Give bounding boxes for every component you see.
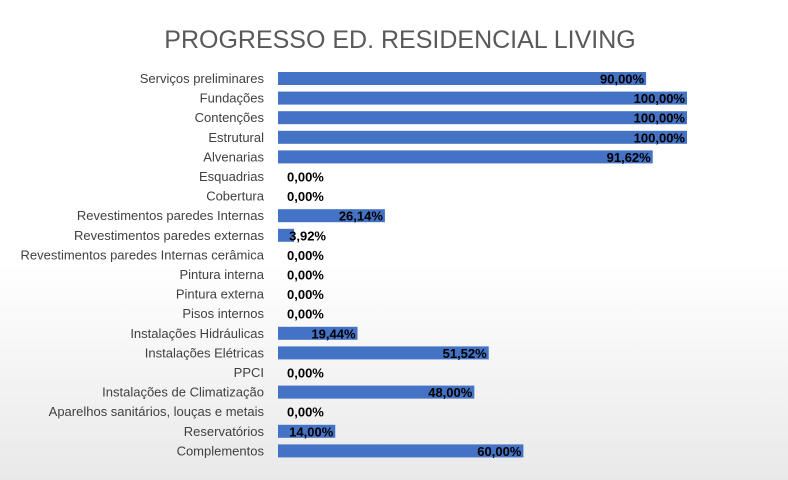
category-labels: Serviços preliminares Fundações Contenções… bbox=[20, 71, 264, 458]
category-label: Complementos bbox=[177, 443, 265, 458]
category-label: Revestimentos paredes externas bbox=[74, 228, 265, 243]
bar bbox=[278, 444, 524, 458]
category-label: Instalações Elétricas bbox=[145, 345, 265, 360]
bar bbox=[278, 72, 647, 85]
category-label: Aparelhos sanitários, louças e metais bbox=[49, 404, 265, 419]
bar bbox=[278, 150, 653, 164]
category-label: Estrutural bbox=[208, 130, 264, 145]
data-label: 0,00% bbox=[287, 405, 324, 420]
data-label: 0,00% bbox=[287, 287, 324, 302]
data-label: 3,92% bbox=[289, 228, 326, 243]
data-label: 0,00% bbox=[287, 170, 324, 185]
category-label: Pisos internos bbox=[182, 306, 264, 321]
category-label: Fundações bbox=[200, 91, 265, 106]
data-label: 0,00% bbox=[287, 268, 324, 283]
bars bbox=[278, 72, 687, 458]
data-label: 100,00% bbox=[634, 111, 686, 126]
bar bbox=[278, 228, 295, 242]
data-label: 14,00% bbox=[289, 424, 334, 439]
bar bbox=[278, 385, 475, 399]
data-label: 0,00% bbox=[287, 248, 324, 263]
bar bbox=[278, 130, 687, 144]
data-label: 90,00% bbox=[600, 72, 645, 87]
data-label: 48,00% bbox=[428, 385, 473, 400]
category-label: Revestimentos paredes Internas cerâmica bbox=[20, 247, 264, 262]
bar bbox=[278, 424, 336, 438]
data-label: 100,00% bbox=[634, 91, 686, 106]
data-label: 26,14% bbox=[339, 209, 384, 224]
category-label: Serviços preliminares bbox=[140, 71, 265, 86]
category-label: Contenções bbox=[195, 110, 265, 125]
bar bbox=[278, 111, 687, 125]
bar bbox=[278, 326, 358, 340]
data-label: 0,00% bbox=[287, 189, 324, 204]
category-label: Pintura externa bbox=[176, 287, 265, 302]
data-label: 60,00% bbox=[477, 444, 522, 459]
data-label: 0,00% bbox=[287, 366, 324, 381]
data-label: 0,00% bbox=[287, 307, 324, 322]
data-label: 51,52% bbox=[443, 346, 488, 361]
data-labels: 90,00% 100,00% 100,00% 100,00% 91,62% 0,00% 0,… bbox=[287, 72, 685, 459]
category-label: Revestimentos paredes Internas bbox=[77, 208, 265, 223]
data-label: 19,44% bbox=[311, 326, 356, 341]
chart-title: PROGRESSO ED. RESIDENCIAL LIVING bbox=[164, 26, 635, 54]
category-label: PPCI bbox=[234, 365, 264, 380]
category-label: Alvenarias bbox=[203, 149, 264, 164]
bar bbox=[278, 209, 385, 223]
bar bbox=[278, 91, 687, 105]
data-label: 100,00% bbox=[634, 130, 686, 145]
data-label: 91,62% bbox=[607, 150, 652, 165]
category-label: Esquadrias bbox=[199, 169, 265, 184]
category-label: Instalações Hidráulicas bbox=[130, 326, 264, 341]
category-label: Pintura interna bbox=[179, 267, 264, 282]
bar bbox=[278, 346, 489, 360]
category-label: Reservatórios bbox=[184, 424, 265, 439]
category-label: Instalações de Climatização bbox=[102, 385, 264, 400]
category-label: Cobertura bbox=[206, 189, 265, 204]
